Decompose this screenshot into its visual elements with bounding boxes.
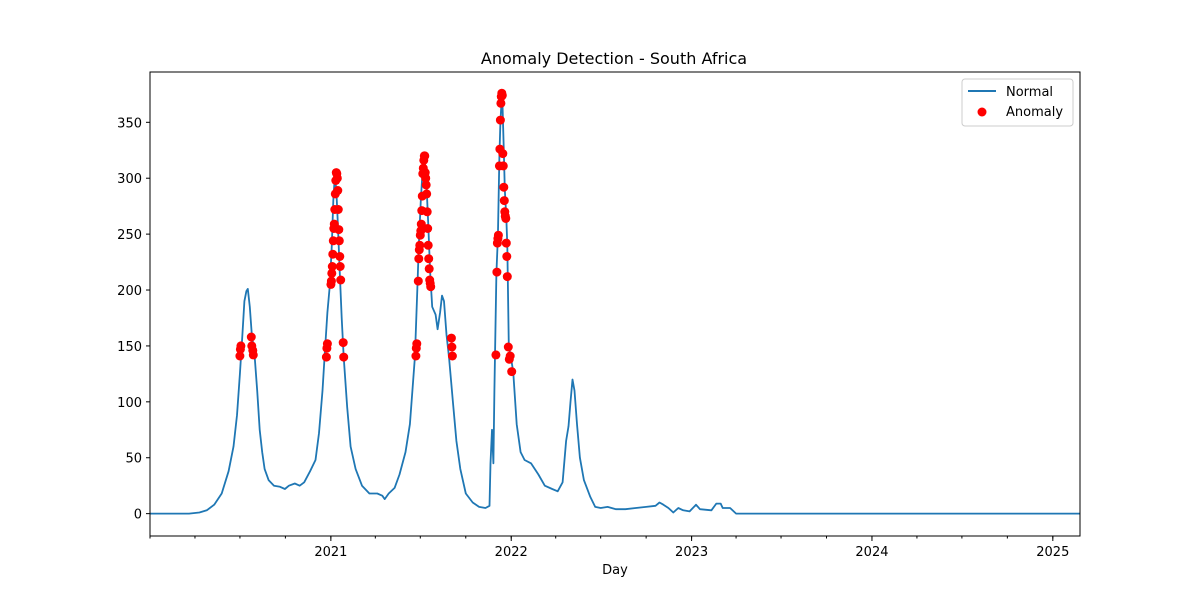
- anomaly-point: [447, 342, 457, 352]
- anomaly-point: [491, 350, 501, 360]
- anomaly-point: [327, 262, 337, 271]
- anomaly-point: [328, 249, 338, 259]
- anomaly-point: [248, 350, 258, 360]
- anomaly-point: [335, 262, 345, 271]
- anomaly-point: [413, 276, 423, 286]
- anomaly-point: [416, 226, 426, 236]
- anomaly-point: [505, 351, 515, 361]
- y-tick-label: 100: [117, 396, 142, 411]
- legend-normal-label: Normal: [1006, 85, 1053, 100]
- anomaly-point: [499, 196, 509, 206]
- anomaly-point: [502, 252, 512, 261]
- anomaly-point: [496, 98, 506, 108]
- anomaly-point: [501, 214, 511, 223]
- anomaly-point: [332, 173, 342, 183]
- anomaly-point: [333, 186, 343, 195]
- anomaly-point: [497, 91, 507, 100]
- x-axis-label: Day: [602, 563, 628, 578]
- plot-area: [150, 88, 1080, 515]
- anomaly-point: [321, 352, 331, 362]
- anomaly-point: [421, 173, 431, 183]
- y-tick-label: 150: [117, 340, 142, 355]
- y-tick-label: 50: [125, 452, 142, 467]
- anomaly-point: [335, 252, 345, 261]
- anomaly-point: [235, 351, 245, 361]
- anomaly-point: [322, 339, 332, 349]
- anomaly-point: [422, 207, 432, 217]
- anomaly-point: [446, 333, 456, 343]
- y-tick-label: 0: [134, 508, 142, 523]
- x-tick-label: 2021: [314, 545, 347, 560]
- anomaly-point: [236, 341, 246, 351]
- legend-anomaly-label: Anomaly: [1006, 105, 1063, 120]
- anomaly-point: [493, 230, 503, 240]
- x-tick-label: 2025: [1036, 545, 1069, 560]
- anomaly-point: [424, 264, 434, 274]
- anomaly-point: [492, 267, 502, 277]
- anomaly-point: [502, 272, 512, 282]
- anomaly-point: [336, 275, 346, 285]
- anomaly-point: [499, 182, 509, 192]
- x-tick-label: 2022: [495, 545, 528, 560]
- anomaly-point: [246, 332, 256, 342]
- anomaly-point: [423, 240, 433, 250]
- anomaly-point: [339, 352, 349, 362]
- series-normal-line: [150, 96, 1080, 515]
- anomaly-point: [422, 189, 432, 199]
- anomaly-point: [416, 219, 426, 229]
- anomaly-point: [420, 151, 430, 161]
- anomaly-point: [423, 224, 433, 233]
- legend-anomaly-swatch: [977, 107, 987, 117]
- y-axis: 0 50 100 150 200 250 300 350: [117, 116, 150, 523]
- chart-title: Anomaly Detection - South Africa: [481, 49, 747, 68]
- anomaly-point: [334, 236, 344, 246]
- anomaly-point: [426, 282, 436, 292]
- anomaly-point: [414, 254, 424, 264]
- anomaly-point: [421, 180, 431, 190]
- anomaly-point: [447, 351, 457, 361]
- x-axis: 2021 2022 2023 2024 2025: [149, 536, 1069, 560]
- y-tick-label: 200: [117, 284, 142, 299]
- legend: Normal Anomaly: [961, 78, 1074, 127]
- anomaly-point: [424, 254, 434, 264]
- anomaly-point: [495, 115, 505, 125]
- anomaly-point: [498, 161, 508, 171]
- anomaly-point: [501, 238, 511, 248]
- anomaly-point: [498, 149, 508, 159]
- anomaly-point: [412, 339, 422, 349]
- anomaly-point: [507, 367, 517, 377]
- y-tick-label: 350: [117, 116, 142, 131]
- anomaly-point: [415, 240, 425, 250]
- plot-frame: [149, 71, 1081, 537]
- x-tick-label: 2024: [855, 545, 888, 560]
- x-tick-label: 2023: [675, 545, 708, 560]
- y-tick-label: 300: [117, 172, 142, 187]
- anomaly-point: [503, 342, 513, 352]
- y-tick-label: 250: [117, 228, 142, 243]
- anomaly-point: [338, 338, 348, 348]
- anomaly-point: [326, 276, 336, 286]
- anomaly-point: [411, 351, 421, 361]
- anomaly-point: [327, 268, 337, 278]
- anomaly-point: [334, 225, 344, 235]
- anomaly-point: [333, 205, 343, 214]
